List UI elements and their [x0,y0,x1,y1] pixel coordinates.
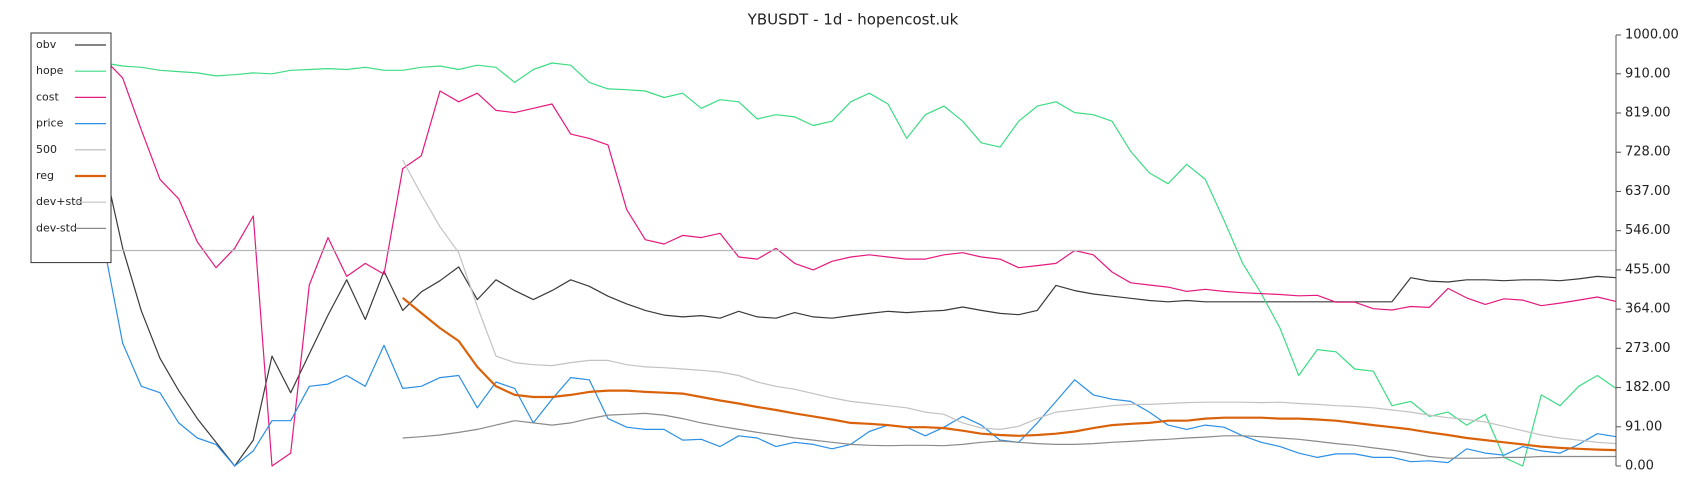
series-line [402,159,1617,445]
series-line [103,246,1617,467]
legend-label: hope [36,64,64,77]
y-tick-label: 273.00 [1625,341,1671,356]
legend-label: price [36,117,64,130]
y-tick-label: 455.00 [1625,262,1671,277]
y-tick-label: 91.00 [1625,419,1662,434]
y-axis: 0.00 91.00 182.00 273.00 364.00 455.00 546.00 6… [1615,28,1679,474]
y-tick-label: 546.00 [1625,223,1671,238]
y-tick-label: 728.00 [1625,145,1671,160]
series-line [103,62,1617,467]
series-line [103,164,1617,467]
legend-label: reg [36,169,54,182]
y-tick-label: 637.00 [1625,184,1671,199]
plot-area [103,58,1617,467]
y-tick-label: 1000.00 [1625,28,1679,43]
chart-title: YBUSDT - 1d - hopencost.uk [747,11,959,29]
y-tick-label: 0.00 [1625,459,1654,474]
legend-label: dev-std [36,221,77,234]
series-line [103,58,1617,467]
series-line [402,297,1617,452]
legend-label: cost [36,90,60,103]
y-tick-label: 182.00 [1625,380,1671,395]
legend-label: 500 [36,143,57,156]
y-tick-label: 819.00 [1625,106,1671,121]
y-tick-label: 364.00 [1625,302,1671,317]
legend-label: obv [36,38,57,51]
series-line [402,412,1616,459]
legend: obv hope cost price 500 reg dev+std dev-std [30,32,112,264]
y-tick-label: 910.00 [1625,66,1671,81]
legend-label: dev+std [36,195,83,208]
